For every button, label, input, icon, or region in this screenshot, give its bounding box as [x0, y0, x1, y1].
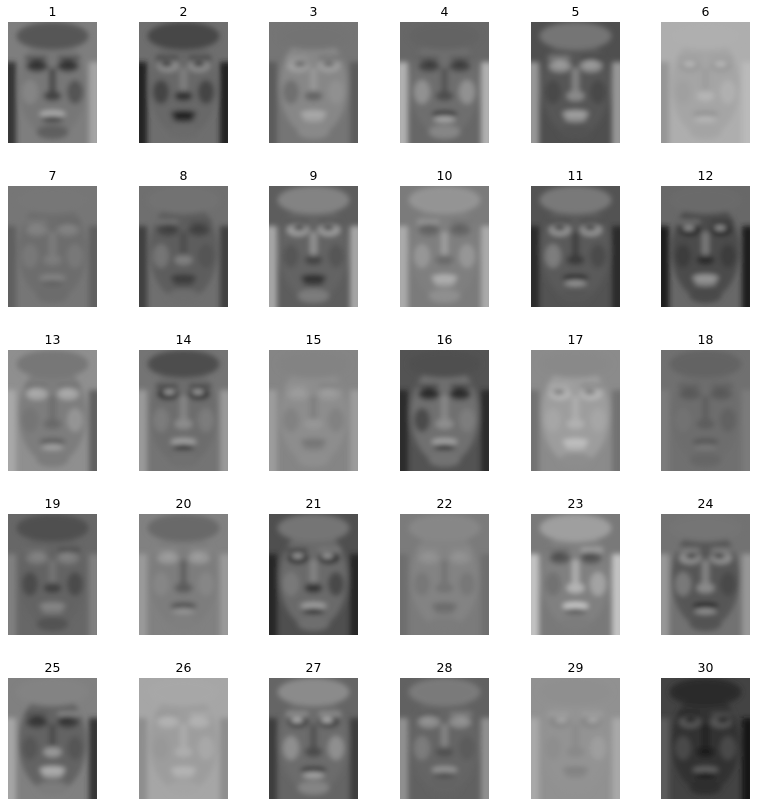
eigenface-image — [661, 186, 750, 307]
eigenface-panel: 16 — [400, 332, 489, 471]
eigenface-panel: 6 — [661, 4, 750, 143]
eigenface-image — [400, 350, 489, 471]
panel-title: 19 — [8, 496, 97, 512]
panel-title: 18 — [661, 332, 750, 348]
panel-title: 6 — [661, 4, 750, 20]
eigenface-panel: 10 — [400, 168, 489, 307]
eigenface-panel: 19 — [8, 496, 97, 635]
panel-title: 7 — [8, 168, 97, 184]
eigenface-image — [531, 350, 620, 471]
eigenface-image — [400, 22, 489, 143]
eigenface-panel: 21 — [269, 496, 358, 635]
eigenface-image — [531, 22, 620, 143]
eigenface-panel: 12 — [661, 168, 750, 307]
eigenface-panel: 3 — [269, 4, 358, 143]
eigenface-image — [661, 350, 750, 471]
eigenface-image — [139, 350, 228, 471]
eigenface-image — [661, 514, 750, 635]
eigenface-image — [269, 22, 358, 143]
eigenface-panel: 25 — [8, 660, 97, 799]
panel-title: 23 — [531, 496, 620, 512]
panel-title: 16 — [400, 332, 489, 348]
panel-title: 3 — [269, 4, 358, 20]
eigenface-image — [269, 186, 358, 307]
panel-title: 9 — [269, 168, 358, 184]
eigenface-panel: 30 — [661, 660, 750, 799]
panel-title: 20 — [139, 496, 228, 512]
eigenface-panel: 14 — [139, 332, 228, 471]
panel-title: 25 — [8, 660, 97, 676]
eigenface-panel: 1 — [8, 4, 97, 143]
eigenface-image — [400, 678, 489, 799]
panel-title: 17 — [531, 332, 620, 348]
eigenface-image — [269, 350, 358, 471]
eigenface-panel: 9 — [269, 168, 358, 307]
eigenface-image — [661, 678, 750, 799]
eigenface-image — [8, 678, 97, 799]
panel-title: 22 — [400, 496, 489, 512]
eigenface-panel: 17 — [531, 332, 620, 471]
eigenface-panel: 5 — [531, 4, 620, 143]
eigenface-panel: 18 — [661, 332, 750, 471]
eigenface-panel: 24 — [661, 496, 750, 635]
eigenface-image — [8, 186, 97, 307]
eigenface-image — [269, 678, 358, 799]
eigenface-image — [400, 186, 489, 307]
eigenface-image — [8, 514, 97, 635]
eigenface-panel: 27 — [269, 660, 358, 799]
eigenface-panel: 28 — [400, 660, 489, 799]
eigenface-panel: 13 — [8, 332, 97, 471]
panel-title: 21 — [269, 496, 358, 512]
panel-title: 12 — [661, 168, 750, 184]
eigenface-image — [139, 186, 228, 307]
panel-title: 15 — [269, 332, 358, 348]
panel-title: 5 — [531, 4, 620, 20]
eigenface-panel: 22 — [400, 496, 489, 635]
eigenface-panel: 11 — [531, 168, 620, 307]
panel-title: 1 — [8, 4, 97, 20]
eigenface-panel: 2 — [139, 4, 228, 143]
eigenface-image — [661, 22, 750, 143]
eigenface-image — [139, 678, 228, 799]
panel-title: 11 — [531, 168, 620, 184]
eigenface-image — [531, 678, 620, 799]
eigenface-image — [531, 514, 620, 635]
panel-title: 10 — [400, 168, 489, 184]
panel-title: 27 — [269, 660, 358, 676]
eigenface-panel: 8 — [139, 168, 228, 307]
panel-title: 30 — [661, 660, 750, 676]
eigenface-image — [400, 514, 489, 635]
panel-title: 13 — [8, 332, 97, 348]
eigenface-image — [139, 22, 228, 143]
eigenface-panel: 29 — [531, 660, 620, 799]
panel-title: 4 — [400, 4, 489, 20]
panel-title: 24 — [661, 496, 750, 512]
panel-title: 29 — [531, 660, 620, 676]
panel-title: 14 — [139, 332, 228, 348]
panel-title: 28 — [400, 660, 489, 676]
eigenface-panel: 20 — [139, 496, 228, 635]
eigenface-image — [8, 22, 97, 143]
eigenface-panel: 15 — [269, 332, 358, 471]
eigenface-image — [8, 350, 97, 471]
panel-title: 2 — [139, 4, 228, 20]
panel-title: 8 — [139, 168, 228, 184]
eigenface-panel: 4 — [400, 4, 489, 143]
panel-title: 26 — [139, 660, 228, 676]
eigenface-panel: 7 — [8, 168, 97, 307]
eigenface-panel: 26 — [139, 660, 228, 799]
eigenface-image — [531, 186, 620, 307]
eigenface-image — [139, 514, 228, 635]
eigenface-image — [269, 514, 358, 635]
eigenface-panel: 23 — [531, 496, 620, 635]
